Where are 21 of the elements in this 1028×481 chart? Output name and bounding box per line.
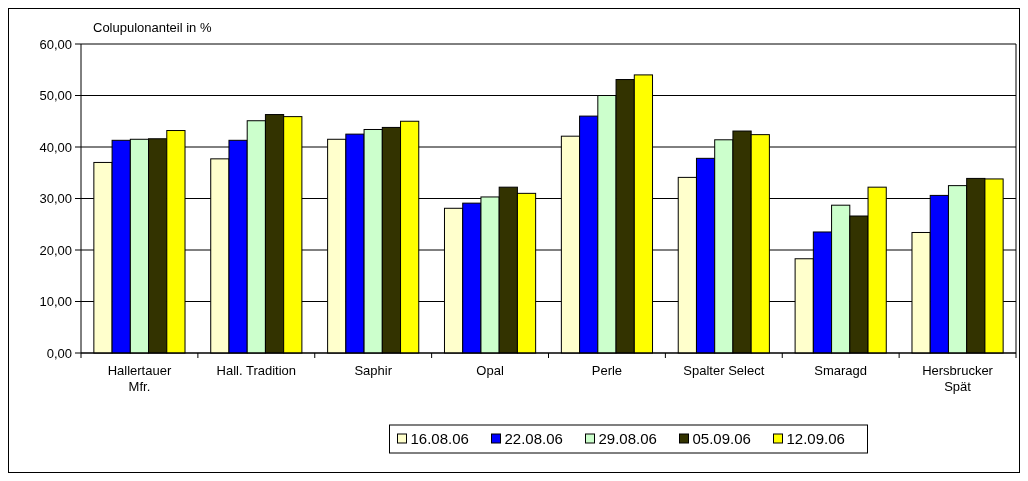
- x-tick-label: Hallertauer Mfr.: [107, 363, 172, 394]
- x-tick-label: Opal: [476, 363, 504, 378]
- x-tick-label: Hersbrucker Spät: [922, 363, 994, 394]
- x-tick-label: Hall. Tradition: [216, 363, 297, 378]
- y-tick-label: 60,00: [39, 36, 72, 52]
- legend-label: 12.09.06: [786, 430, 845, 448]
- legend-label: 22.08.06: [504, 430, 563, 448]
- y-tick-label: 40,00: [39, 139, 72, 155]
- x-tick-label: Smaragd: [814, 363, 868, 378]
- y-tick-label: 30,00: [39, 191, 72, 207]
- x-tick-label: Perle: [591, 363, 623, 378]
- x-tick-label: Spalter Select: [683, 363, 765, 378]
- legend-label: 29.08.06: [598, 430, 657, 448]
- legend-label: 16.08.06: [410, 430, 469, 448]
- legend-label: 05.09.06: [692, 430, 751, 448]
- y-tick-label: 20,00: [39, 242, 72, 258]
- x-tick-label: Saphir: [354, 363, 393, 378]
- y-axis-title: Colupulonanteil in %: [93, 20, 212, 35]
- y-tick-label: 0,00: [46, 345, 72, 361]
- y-tick-label: 10,00: [39, 294, 72, 310]
- y-tick-label: 50,00: [39, 88, 72, 104]
